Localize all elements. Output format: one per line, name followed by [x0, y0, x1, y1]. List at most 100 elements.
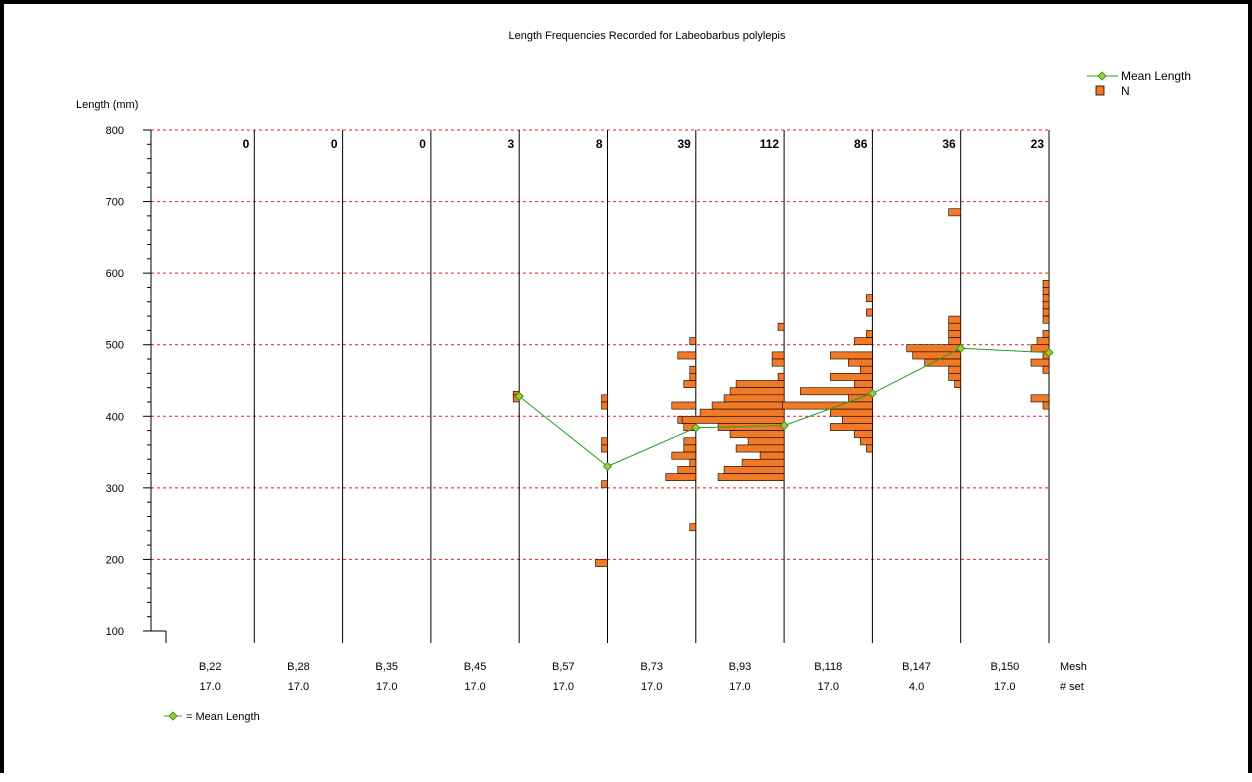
n-count-label: 112: [760, 137, 780, 151]
histogram-bar: [689, 523, 697, 532]
y-tick-label: 500: [106, 340, 124, 352]
histogram-bar: [848, 358, 873, 367]
x-row2-title: # set: [1060, 681, 1084, 693]
set-label: 17.0: [464, 681, 485, 693]
histogram-bar: [601, 394, 608, 403]
histogram-bar: [1042, 294, 1050, 303]
n-count-label: 0: [419, 137, 426, 151]
mesh-label: B,73: [640, 661, 663, 673]
histogram-bar: [854, 380, 873, 388]
y-tick-label: 200: [106, 554, 124, 566]
histogram-bar: [866, 330, 873, 338]
histogram-bar: [1030, 358, 1050, 367]
histogram-bar: [912, 351, 962, 360]
histogram-bar: [729, 430, 785, 439]
histogram-bar: [860, 437, 873, 446]
length-frequency-chart: Length Frequencies Recorded for Labeobar…: [76, 30, 1191, 723]
histogram-bar: [948, 337, 962, 346]
histogram-bar: [747, 437, 785, 446]
set-label: 17.0: [729, 681, 750, 693]
histogram-bar: [948, 315, 962, 324]
histogram-bar: [711, 401, 785, 410]
histogram-bar: [723, 466, 785, 474]
histogram-bar: [677, 466, 697, 474]
histogram-bar: [595, 559, 608, 567]
mean-length-marker: [867, 388, 877, 398]
y-tick-label: 100: [106, 626, 124, 638]
n-count-label: 0: [243, 137, 250, 151]
footnote-mean-marker: [168, 711, 178, 721]
histogram-bar: [854, 430, 873, 439]
histogram-bar: [1042, 401, 1050, 410]
y-tick-label: 600: [106, 268, 124, 280]
n-count-label: 36: [942, 137, 956, 151]
histogram-bar: [699, 408, 785, 417]
x-row1-title: Mesh: [1060, 661, 1087, 673]
legend-mean-label: Mean Length: [1121, 69, 1191, 83]
mesh-label: B,57: [552, 661, 575, 673]
histogram-bar: [683, 437, 697, 446]
mesh-label: B,35: [375, 661, 398, 673]
histogram-bar: [683, 444, 697, 453]
histogram-bar: [677, 351, 697, 360]
category-labels: 0 B,22 17.0 0 B,28 17.0 0 B,35 17.0 3 B,45 17.0 8 B,5…: [199, 137, 1044, 693]
mean-length-marker: [956, 343, 966, 353]
histogram-bar: [866, 294, 873, 303]
histogram-bar: [1036, 337, 1050, 346]
histogram-bar: [830, 408, 873, 417]
y-tick-label: 300: [106, 483, 124, 495]
histogram-bar: [948, 208, 962, 217]
n-count-label: 8: [596, 137, 603, 151]
mesh-label: B,45: [464, 661, 487, 673]
histogram-bar: [689, 458, 697, 467]
histogram-bar: [759, 451, 785, 460]
histogram-bar: [948, 330, 962, 338]
histogram-bar: [717, 473, 785, 481]
histogram-bar: [771, 351, 785, 360]
mesh-label: B,93: [729, 661, 752, 673]
n-count-label: 3: [508, 137, 515, 151]
histogram-bar: [860, 365, 873, 374]
n-count-label: 86: [854, 137, 868, 151]
histogram-bar: [782, 401, 873, 410]
footnote-label: = Mean Length: [186, 711, 260, 723]
set-label: 17.0: [199, 681, 220, 693]
set-label: 17.0: [641, 681, 662, 693]
set-label: 17.0: [994, 681, 1015, 693]
mesh-label: B,118: [814, 661, 842, 673]
footnote: = Mean Length Mesh # set: [164, 661, 1087, 723]
histogram-bar: [777, 322, 785, 331]
mean-length-marker: [779, 421, 789, 431]
legend-mean-marker: [1097, 71, 1107, 81]
histogram-bar: [735, 444, 785, 453]
histogram-bar: [924, 358, 962, 367]
set-label: 17.0: [288, 681, 309, 693]
histogram-bar: [601, 444, 608, 453]
mean-length-marker: [602, 461, 613, 471]
histogram-bar: [830, 373, 873, 381]
histogram-bar: [665, 473, 697, 481]
histogram-bar: [866, 308, 873, 317]
histogram-bar: [948, 373, 962, 381]
histogram-bar: [689, 337, 697, 346]
histogram-bar: [1042, 365, 1050, 374]
histogram-bar: [601, 401, 608, 410]
mean-length-series: [514, 343, 1054, 471]
histogram-bar: [1042, 315, 1050, 324]
histogram-bar: [681, 415, 785, 424]
histogram-bar: [777, 373, 785, 381]
histogram-bar: [906, 344, 962, 353]
histogram-bar: [1042, 301, 1050, 310]
histogram-bar: [1042, 279, 1050, 288]
histogram-bar: [723, 394, 785, 403]
histogram-bar: [948, 322, 962, 331]
histogram-bar: [1042, 330, 1050, 338]
histogram-bar: [830, 351, 873, 360]
histogram-bar: [671, 401, 697, 410]
histogram-bar: [866, 444, 873, 453]
mesh-label: B,150: [990, 661, 1019, 673]
histogram-bar: [771, 358, 785, 367]
mean-length-marker: [691, 423, 701, 433]
y-axis-title: Length (mm): [76, 99, 138, 111]
